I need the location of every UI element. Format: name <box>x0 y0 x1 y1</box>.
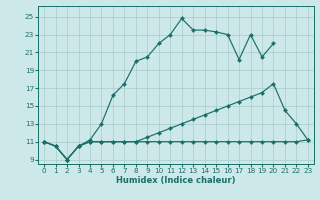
X-axis label: Humidex (Indice chaleur): Humidex (Indice chaleur) <box>116 176 236 185</box>
